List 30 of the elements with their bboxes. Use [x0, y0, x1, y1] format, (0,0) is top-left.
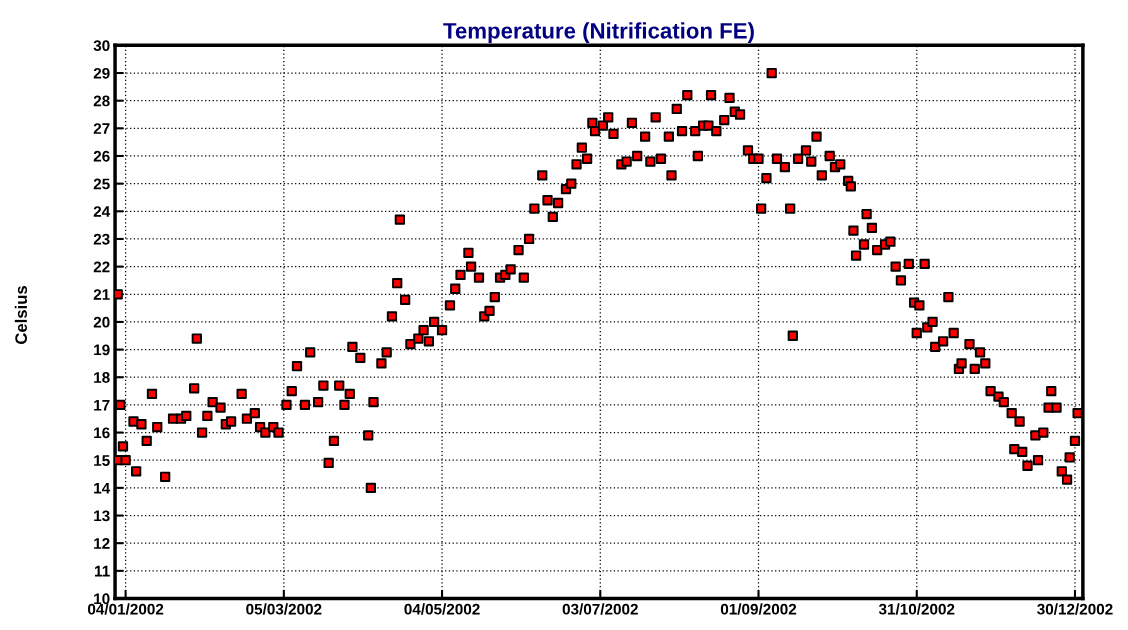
- y-tick-label: 12: [94, 538, 110, 549]
- chart-title: Temperature (Nitrification FE): [443, 22, 754, 44]
- y-tick-label: 15: [94, 455, 110, 466]
- y-tick-label: 18: [94, 372, 110, 383]
- x-tick-label: 05/03/2002: [246, 603, 322, 615]
- y-tick-label: 29: [93, 67, 110, 79]
- x-tick-label: 04/05/2002: [404, 603, 480, 615]
- y-tick-label: 19: [94, 344, 110, 356]
- y-axis-title: Celsius: [14, 286, 28, 344]
- y-tick-label: 23: [93, 233, 110, 245]
- x-tick-label: 04/01/2002: [87, 603, 164, 615]
- y-tick-label: 27: [93, 123, 110, 134]
- y-tick-label: 25: [93, 178, 110, 190]
- x-tick-label: 01/09/2002: [720, 603, 797, 615]
- y-tick-label: 28: [93, 95, 110, 107]
- y-tick-label: 21: [93, 289, 110, 300]
- y-tick-label: 11: [95, 565, 110, 577]
- x-tick-label: 30/12/2002: [1037, 603, 1113, 615]
- y-tick-label: 24: [93, 206, 111, 217]
- x-tick-label: 31/10/2002: [878, 603, 955, 615]
- y-tick-label: 22: [93, 261, 110, 273]
- y-tick-label: 20: [93, 316, 110, 328]
- y-tick-label: 17: [94, 399, 110, 411]
- y-tick-label: 13: [94, 510, 110, 522]
- x-tick-label: 03/07/2002: [562, 603, 638, 615]
- y-tick-label: 26: [93, 150, 110, 162]
- y-tick-label: 30: [93, 40, 110, 52]
- y-tick-label: 14: [94, 482, 111, 494]
- y-tick-label: 16: [94, 427, 110, 439]
- y-tick-label: 10: [94, 593, 110, 605]
